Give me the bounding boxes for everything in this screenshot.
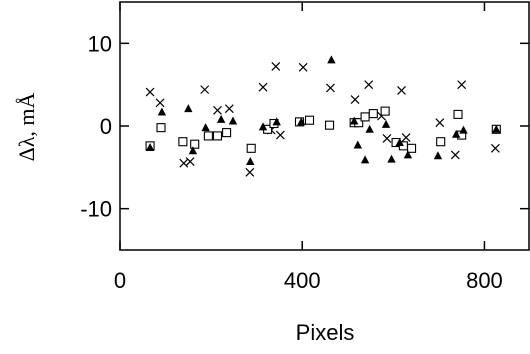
data-points: [145, 55, 501, 177]
cross-point: [145, 87, 155, 97]
cross-point: [275, 130, 285, 140]
y-tick-label: 10: [88, 31, 112, 56]
triangle-point: [365, 124, 374, 133]
y-axis-title: Δλ, mÅ: [14, 92, 39, 161]
triangle-point: [459, 125, 468, 134]
cross-point: [298, 62, 308, 72]
x-tick-label: 400: [284, 268, 321, 293]
square-point: [246, 143, 256, 153]
cross-point: [200, 85, 210, 95]
triangle-point: [403, 150, 413, 159]
square-point: [304, 115, 315, 125]
cross-point: [397, 86, 406, 95]
square-point: [407, 143, 417, 153]
square-point: [368, 109, 378, 119]
y-tick-label: -10: [80, 197, 112, 222]
cross-point: [271, 62, 281, 71]
square-point: [380, 106, 390, 116]
triangle-point: [452, 129, 461, 138]
triangle-point: [258, 122, 268, 131]
square-point: [436, 137, 446, 147]
triangle-point: [353, 140, 362, 149]
cross-point: [435, 118, 445, 128]
square-point: [203, 131, 213, 141]
square-point: [325, 120, 335, 130]
triangle-point: [246, 157, 255, 166]
cross-point: [179, 158, 189, 168]
cross-point: [213, 105, 222, 115]
triangle-point: [228, 116, 238, 125]
square-point: [156, 123, 166, 133]
triangle-point: [216, 114, 226, 123]
triangle-point: [349, 116, 359, 125]
square-point: [178, 137, 188, 147]
triangle-point: [157, 107, 167, 116]
y-tick-label: 0: [100, 114, 112, 139]
square-point: [222, 128, 232, 138]
cross-point: [155, 98, 165, 108]
square-point: [190, 139, 200, 149]
cross-point: [185, 157, 195, 166]
x-tick-label: 800: [466, 268, 503, 293]
triangle-point: [272, 117, 281, 126]
cross-point: [245, 167, 255, 177]
triangle-point: [145, 142, 155, 151]
x-tick-label: 0: [114, 268, 126, 293]
triangle-point: [201, 123, 210, 132]
square-point: [212, 131, 223, 141]
square-point: [453, 109, 463, 119]
plot-axes: 0 400 800 -10 0 10: [80, 1, 530, 293]
cross-point: [258, 82, 268, 92]
cross-point: [326, 83, 335, 93]
triangle-point: [297, 117, 306, 126]
cross-point: [457, 80, 467, 90]
cross-point: [490, 143, 500, 153]
triangle-point: [381, 119, 391, 128]
x-axis-title: Pixels: [296, 320, 355, 345]
cross-point: [350, 95, 360, 104]
cross-point: [364, 80, 374, 90]
triangle-point: [184, 104, 193, 113]
triangle-point: [433, 151, 443, 160]
triangle-point: [492, 124, 501, 133]
plot-frame: [119, 1, 530, 251]
triangle-point: [360, 155, 370, 164]
triangle-point: [387, 154, 396, 163]
triangle-point: [188, 146, 198, 155]
triangle-point: [395, 138, 404, 147]
square-point: [360, 112, 370, 122]
cross-point: [401, 133, 411, 142]
triangle-point: [327, 55, 336, 64]
cross-point: [382, 133, 392, 143]
cross-point: [224, 104, 234, 114]
cross-point: [450, 150, 460, 160]
axis-labels: Pixels Δλ, mÅ: [14, 92, 354, 345]
